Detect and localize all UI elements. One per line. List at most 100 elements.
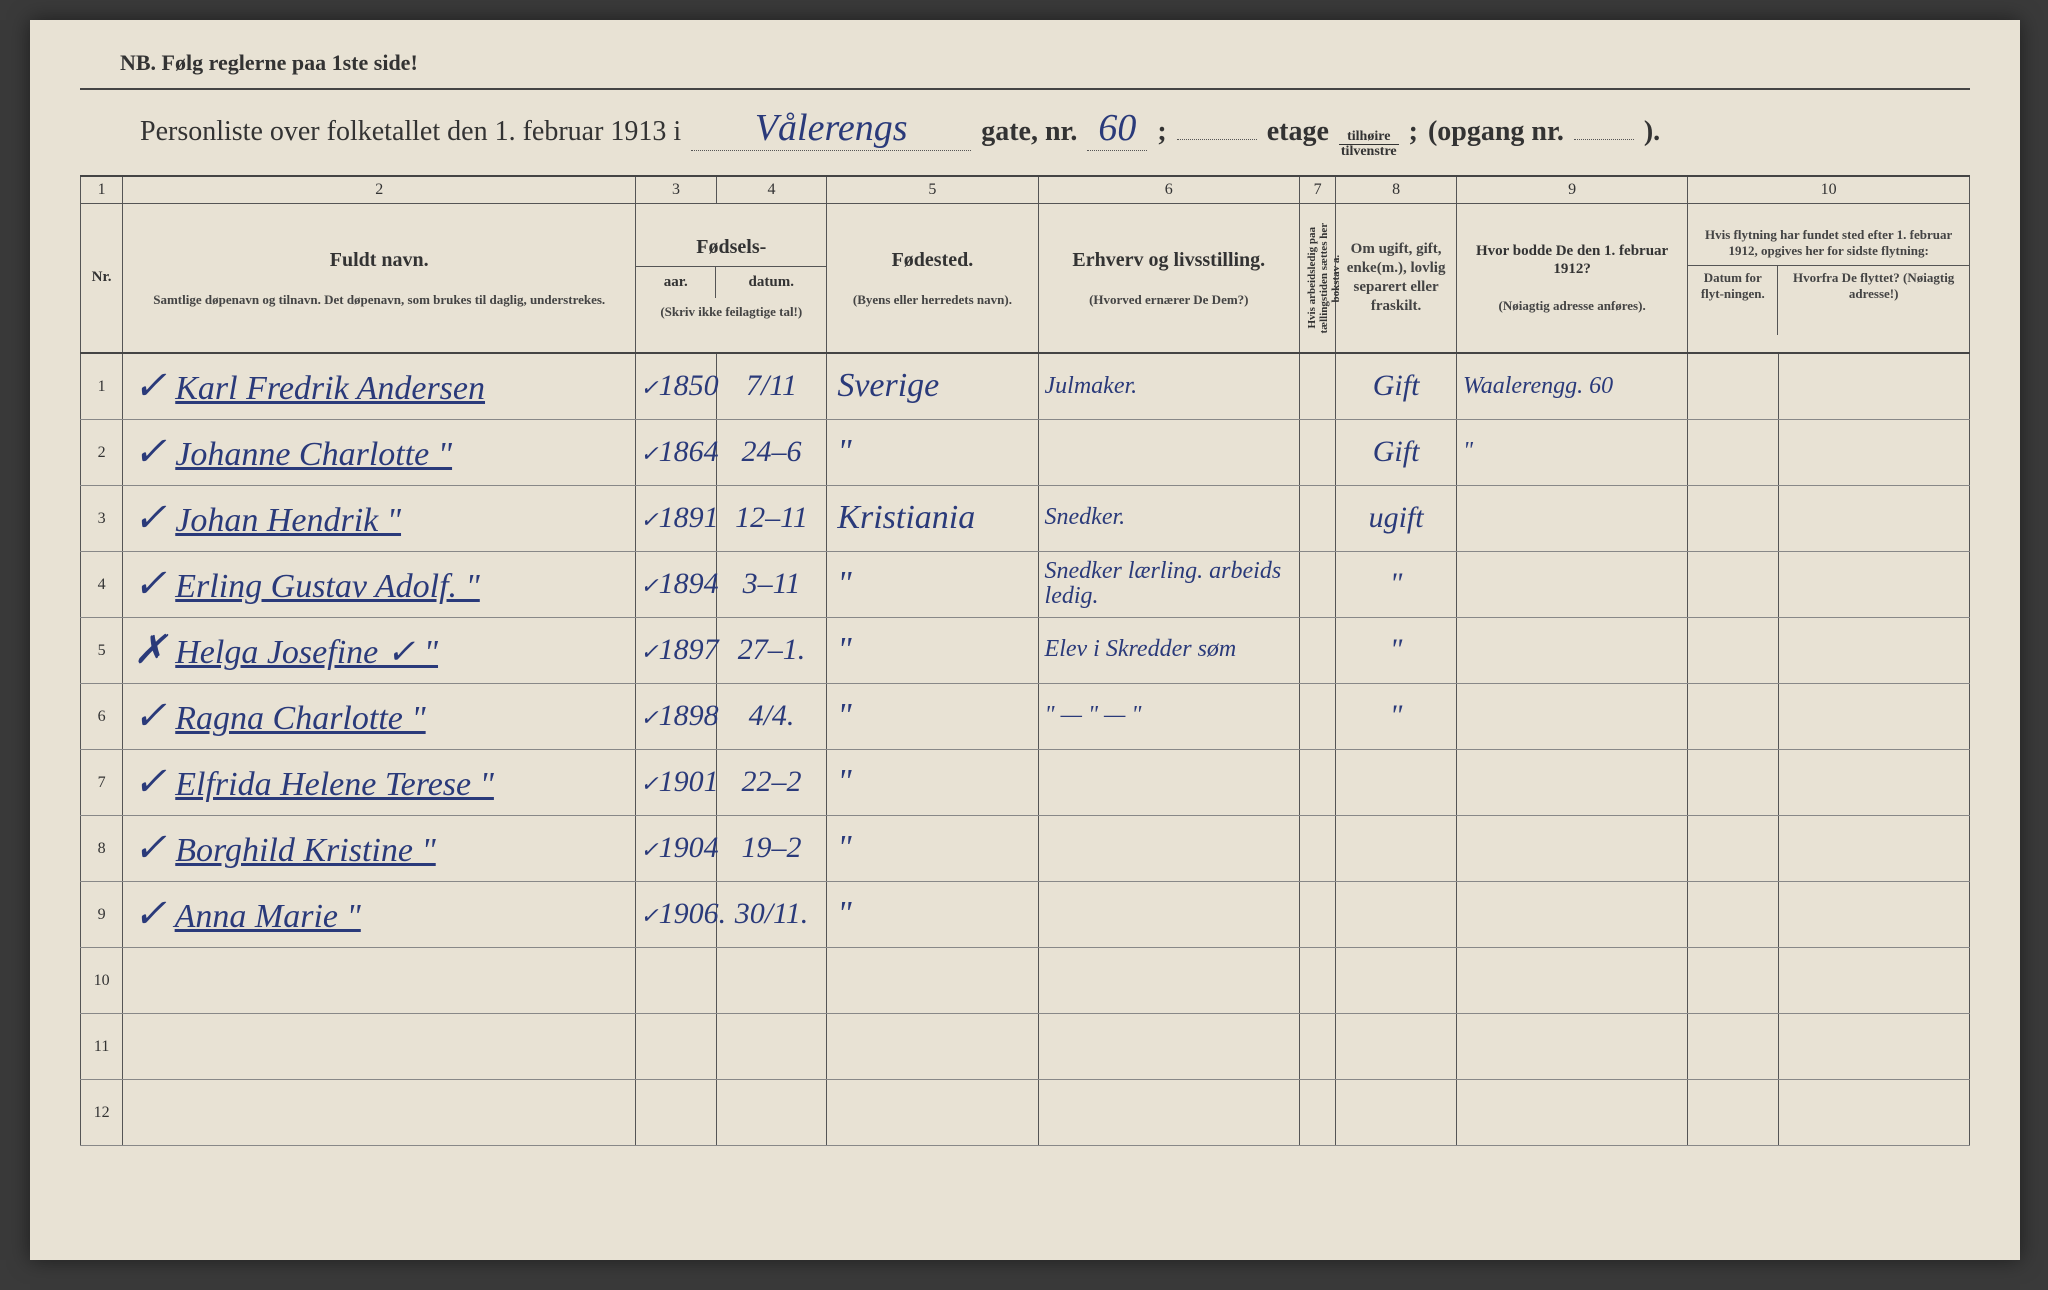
- cell-move-from: [1778, 749, 1969, 815]
- cell-occupation: [1038, 815, 1300, 881]
- cell-move-date: [1688, 881, 1779, 947]
- table-row: 5✗ Helga Josefine ✓ "✓189727–1."Elev i S…: [81, 617, 1970, 683]
- cell-civil: ugift: [1336, 485, 1457, 551]
- cell-civil: Gift: [1336, 419, 1457, 485]
- cell-civil: ": [1336, 617, 1457, 683]
- cell-1912addr: ": [1456, 419, 1687, 485]
- cell-year: ✓1891: [636, 485, 716, 551]
- row-number: 6: [81, 683, 123, 749]
- cell-name: ✓ Elfrida Helene Terese ": [123, 749, 636, 815]
- table-row: 3✓ Johan Hendrik "✓189112–11KristianiaSn…: [81, 485, 1970, 551]
- column-number-row: 1 2 3 4 5 6 7 8 9 10: [81, 177, 1970, 203]
- cell-move-from: [1778, 551, 1969, 617]
- cell-civil: ": [1336, 551, 1457, 617]
- cell-move-date: [1688, 749, 1779, 815]
- table-row: 6✓ Ragna Charlotte "✓18984/4."" — " — "": [81, 683, 1970, 749]
- cell-occupation: Snedker.: [1038, 485, 1300, 551]
- cell-occupation: [1038, 881, 1300, 947]
- cell-move-date: [1688, 815, 1779, 881]
- cell-date: 22–2: [716, 749, 827, 815]
- cell-move-date: [1688, 419, 1779, 485]
- cell-name: ✓ Borghild Kristine ": [123, 815, 636, 881]
- hdr-fodsels: Fødsels- aar. datum. (Skriv ikke feilagt…: [636, 203, 827, 353]
- cell-unemployed: [1300, 683, 1336, 749]
- cell-birthplace: ": [827, 419, 1038, 485]
- table-row: 4✓ Erling Gustav Adolf. "✓18943–11"Snedk…: [81, 551, 1970, 617]
- cell-date: [716, 1079, 827, 1145]
- cell-birthplace: ": [827, 749, 1038, 815]
- cell-date: 30/11.: [716, 881, 827, 947]
- cell-unemployed: [1300, 947, 1336, 1013]
- cell-name: [123, 1013, 636, 1079]
- cell-move-date: [1688, 1013, 1779, 1079]
- opgang-label: (opgang nr.: [1428, 116, 1564, 148]
- cell-birthplace: ": [827, 551, 1038, 617]
- row-number: 3: [81, 485, 123, 551]
- cell-move-from: [1778, 1079, 1969, 1145]
- cell-unemployed: [1300, 353, 1336, 419]
- row-number: 11: [81, 1013, 123, 1079]
- gate-label: gate, nr.: [981, 116, 1077, 148]
- cell-year: ✓1864: [636, 419, 716, 485]
- cell-occupation: [1038, 749, 1300, 815]
- cell-birthplace: [827, 1079, 1038, 1145]
- cell-name: ✓ Johan Hendrik ": [123, 485, 636, 551]
- cell-unemployed: [1300, 485, 1336, 551]
- cell-year: [636, 947, 716, 1013]
- cell-move-from: [1778, 419, 1969, 485]
- cell-move-date: [1688, 551, 1779, 617]
- row-number: 1: [81, 353, 123, 419]
- checkmark-icon: ✓: [133, 825, 167, 870]
- cell-name: ✓ Ragna Charlotte ": [123, 683, 636, 749]
- cell-1912addr: [1456, 881, 1687, 947]
- table-row: 11: [81, 1013, 1970, 1079]
- cell-birthplace: ": [827, 617, 1038, 683]
- cell-civil: Gift: [1336, 353, 1457, 419]
- hdr-name: Fuldt navn. Samtlige døpenavn og tilnavn…: [123, 203, 636, 353]
- cell-1912addr: [1456, 1079, 1687, 1145]
- cell-civil: [1336, 749, 1457, 815]
- cell-name: ✓ Erling Gustav Adolf. ": [123, 551, 636, 617]
- cell-date: [716, 1013, 827, 1079]
- title-prefix: Personliste over folketallet den 1. febr…: [140, 116, 681, 148]
- hdr-flytning: Hvis flytning har fundet sted efter 1. f…: [1688, 203, 1970, 353]
- cell-name: ✓ Karl Fredrik Andersen: [123, 353, 636, 419]
- census-table: 1 2 3 4 5 6 7 8 9 10 Nr. Fuldt navn. Sam…: [80, 177, 1970, 1146]
- cell-move-from: [1778, 353, 1969, 419]
- cell-unemployed: [1300, 815, 1336, 881]
- hdr-erhverv: Erhverv og livsstilling. (Hvorved ernære…: [1038, 203, 1300, 353]
- nb-instruction: NB. Følg reglerne paa 1ste side!: [80, 50, 1970, 76]
- cell-1912addr: [1456, 617, 1687, 683]
- cell-move-date: [1688, 683, 1779, 749]
- cell-1912addr: [1456, 815, 1687, 881]
- row-number: 9: [81, 881, 123, 947]
- hdr-civil: Om ugift, gift, enke(m.), lovlig separer…: [1336, 203, 1457, 353]
- cell-move-from: [1778, 1013, 1969, 1079]
- cell-unemployed: [1300, 1079, 1336, 1145]
- cell-unemployed: [1300, 419, 1336, 485]
- checkmark-icon: ✓: [133, 495, 167, 540]
- cell-year: ✓1906.: [636, 881, 716, 947]
- rule: [80, 88, 1970, 90]
- housenr-handwritten: 60: [1098, 107, 1136, 149]
- row-number: 5: [81, 617, 123, 683]
- hdr-nr: Nr.: [81, 203, 123, 353]
- cell-1912addr: Waalerengg. 60: [1456, 353, 1687, 419]
- cell-move-from: [1778, 617, 1969, 683]
- cell-unemployed: [1300, 1013, 1336, 1079]
- cell-year: ✓1897: [636, 617, 716, 683]
- cell-year: [636, 1079, 716, 1145]
- cell-year: ✓1904: [636, 815, 716, 881]
- row-number: 4: [81, 551, 123, 617]
- cell-move-date: [1688, 947, 1779, 1013]
- hdr-arbeidsledig: Hvis arbeidsledig paa tællingstiden sætt…: [1300, 203, 1336, 353]
- cell-name: [123, 947, 636, 1013]
- cell-civil: [1336, 881, 1457, 947]
- cell-move-from: [1778, 815, 1969, 881]
- cell-1912addr: [1456, 749, 1687, 815]
- hdr-1912: Hvor bodde De den 1. februar 1912? (Nøia…: [1456, 203, 1687, 353]
- checkmark-icon: ✓: [133, 693, 167, 738]
- cell-year: ✓1850: [636, 353, 716, 419]
- checkmark-icon: ✗: [133, 627, 167, 672]
- cell-unemployed: [1300, 617, 1336, 683]
